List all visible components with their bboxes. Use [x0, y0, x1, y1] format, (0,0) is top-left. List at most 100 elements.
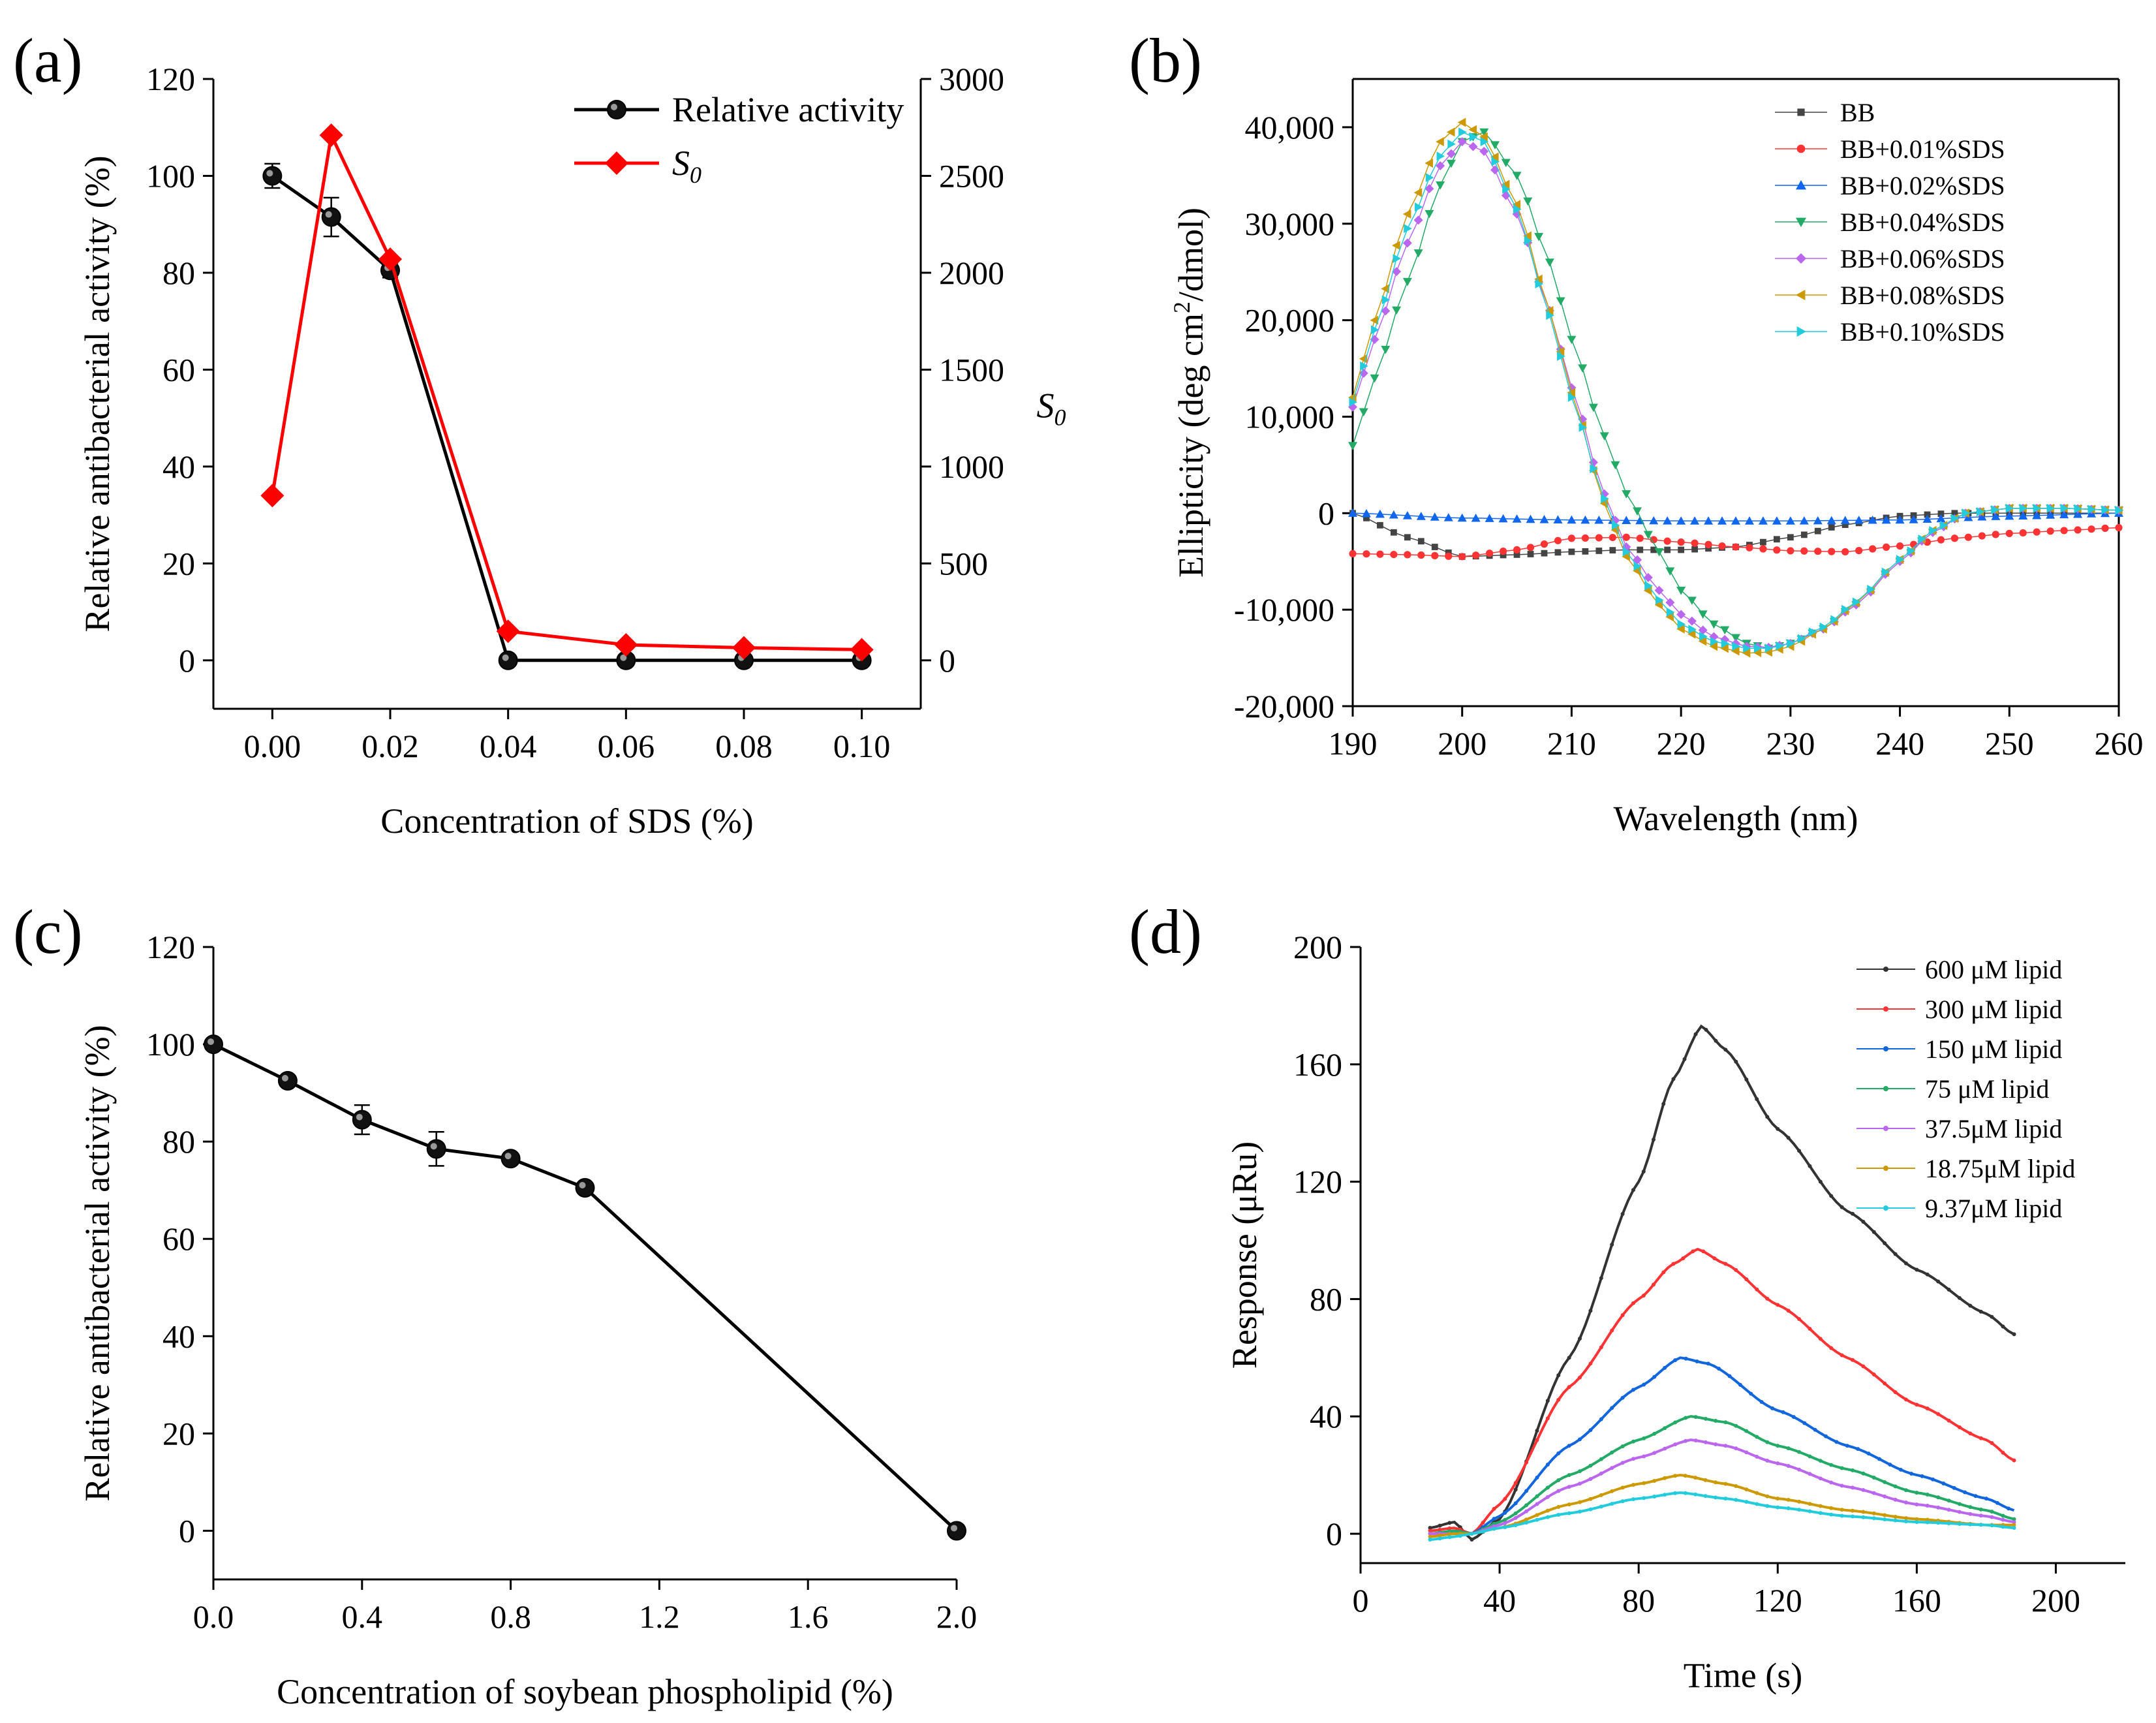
data-point — [1620, 1395, 1625, 1400]
data-point — [1683, 1474, 1687, 1478]
data-point — [1746, 544, 1753, 551]
data-point — [1676, 516, 1686, 525]
legend: Relative activity S0 — [574, 90, 904, 188]
data-point — [1915, 1520, 1919, 1525]
data-point — [1545, 1416, 1550, 1421]
legend-marker-highlight — [611, 104, 617, 110]
data-point — [1676, 586, 1686, 595]
data-point — [1968, 1522, 1973, 1527]
data-point — [1590, 464, 1598, 474]
series-6 — [1349, 127, 2123, 653]
data-point — [1578, 1469, 1582, 1474]
y2-tick-label: 1500 — [939, 351, 1004, 388]
data-point — [1428, 1534, 1432, 1539]
data-point — [1765, 1440, 1770, 1444]
data-point — [1428, 1538, 1432, 1542]
data-point — [2012, 1520, 2016, 1525]
data-point — [1896, 555, 1905, 565]
data-point — [1723, 1444, 1728, 1448]
data-point — [1765, 1504, 1770, 1508]
legend-label: Relative activity — [672, 90, 904, 129]
data-point — [1633, 507, 1642, 516]
data-point — [1656, 595, 1664, 605]
data-point — [1458, 127, 1467, 137]
data-point — [1361, 508, 1371, 518]
x-tick-label: 240 — [1875, 725, 1924, 762]
data-point — [378, 247, 402, 272]
data-point — [1871, 1373, 1876, 1377]
data-point — [1445, 552, 1453, 560]
data-point — [1438, 1527, 1442, 1532]
data-point — [1808, 1164, 1812, 1168]
data-point — [1381, 306, 1391, 316]
data-point — [1513, 1487, 1518, 1492]
data-point — [1765, 1494, 1770, 1498]
legend-label: 75 μM lipid — [1925, 1074, 2049, 1104]
data-point — [1936, 1495, 1941, 1500]
data-point — [1527, 551, 1534, 557]
data-point — [1888, 1463, 1892, 1467]
data-point — [1701, 1249, 1706, 1254]
x-tick-label: 160 — [1892, 1582, 1941, 1619]
data-point — [1479, 132, 1488, 142]
data-point — [1951, 510, 1958, 517]
data-point — [1491, 157, 1500, 166]
data-point — [1720, 626, 1730, 635]
data-point-highlight — [620, 654, 627, 661]
data-point — [1693, 1415, 1698, 1420]
data-point — [1642, 1382, 1646, 1387]
data-point — [1443, 513, 1453, 521]
data-point — [1734, 1484, 1738, 1489]
y-tick-label: 80 — [1310, 1281, 1342, 1317]
data-point — [732, 636, 756, 660]
data-point — [1995, 1500, 1999, 1505]
x-tick-label: 0 — [1353, 1582, 1369, 1619]
data-point — [1673, 1474, 1678, 1478]
data-point — [1962, 508, 1971, 518]
data-point — [1786, 1506, 1791, 1511]
data-point — [1457, 137, 1467, 147]
data-point — [1479, 146, 1489, 156]
data-point — [1377, 521, 1383, 529]
data-point — [1622, 516, 1631, 524]
plot-area — [260, 123, 874, 670]
legend-label: 600 μM lipid — [1925, 955, 2062, 984]
data-point — [1556, 1489, 1561, 1493]
data-point — [1402, 238, 1412, 248]
data-point — [1765, 1459, 1770, 1463]
series-3 — [1348, 128, 2123, 653]
data-point — [1447, 1532, 1452, 1536]
data-point — [1755, 1097, 1759, 1102]
data-point — [1424, 158, 1433, 168]
data-point — [496, 619, 520, 644]
data-point — [1682, 1057, 1687, 1061]
data-point — [1834, 1440, 1839, 1444]
data-point — [1861, 1488, 1866, 1493]
data-point — [1599, 1345, 1603, 1350]
data-point — [1588, 1497, 1593, 1501]
data-point — [1540, 540, 1548, 548]
data-point — [1723, 1420, 1728, 1425]
data-point — [1854, 516, 1864, 524]
data-point — [1977, 512, 1987, 521]
data-point — [1714, 1442, 1718, 1447]
data-point — [1661, 1102, 1666, 1106]
data-point — [1990, 1314, 1994, 1319]
data-point — [1631, 1483, 1635, 1487]
legend-marker — [1796, 217, 1806, 227]
data-point — [1753, 644, 1763, 653]
data-point — [1654, 600, 1663, 610]
data-point — [1925, 1504, 1930, 1508]
data-point — [1797, 1508, 1802, 1512]
data-point — [1693, 1438, 1698, 1443]
data-point — [1718, 542, 1726, 550]
data-point — [1840, 1205, 1844, 1209]
data-point — [1787, 638, 1795, 648]
data-point — [1979, 1436, 1983, 1440]
data-point — [1436, 151, 1445, 161]
y-tick-label: 20 — [162, 1415, 195, 1451]
data-point — [1601, 494, 1609, 504]
data-point — [1731, 634, 1740, 643]
data-point — [1513, 204, 1522, 214]
axes: 0.0 0.4 0.8 1.2 1.6 2.0 0 20 40 60 80 100 120 Concent… — [78, 929, 977, 1711]
